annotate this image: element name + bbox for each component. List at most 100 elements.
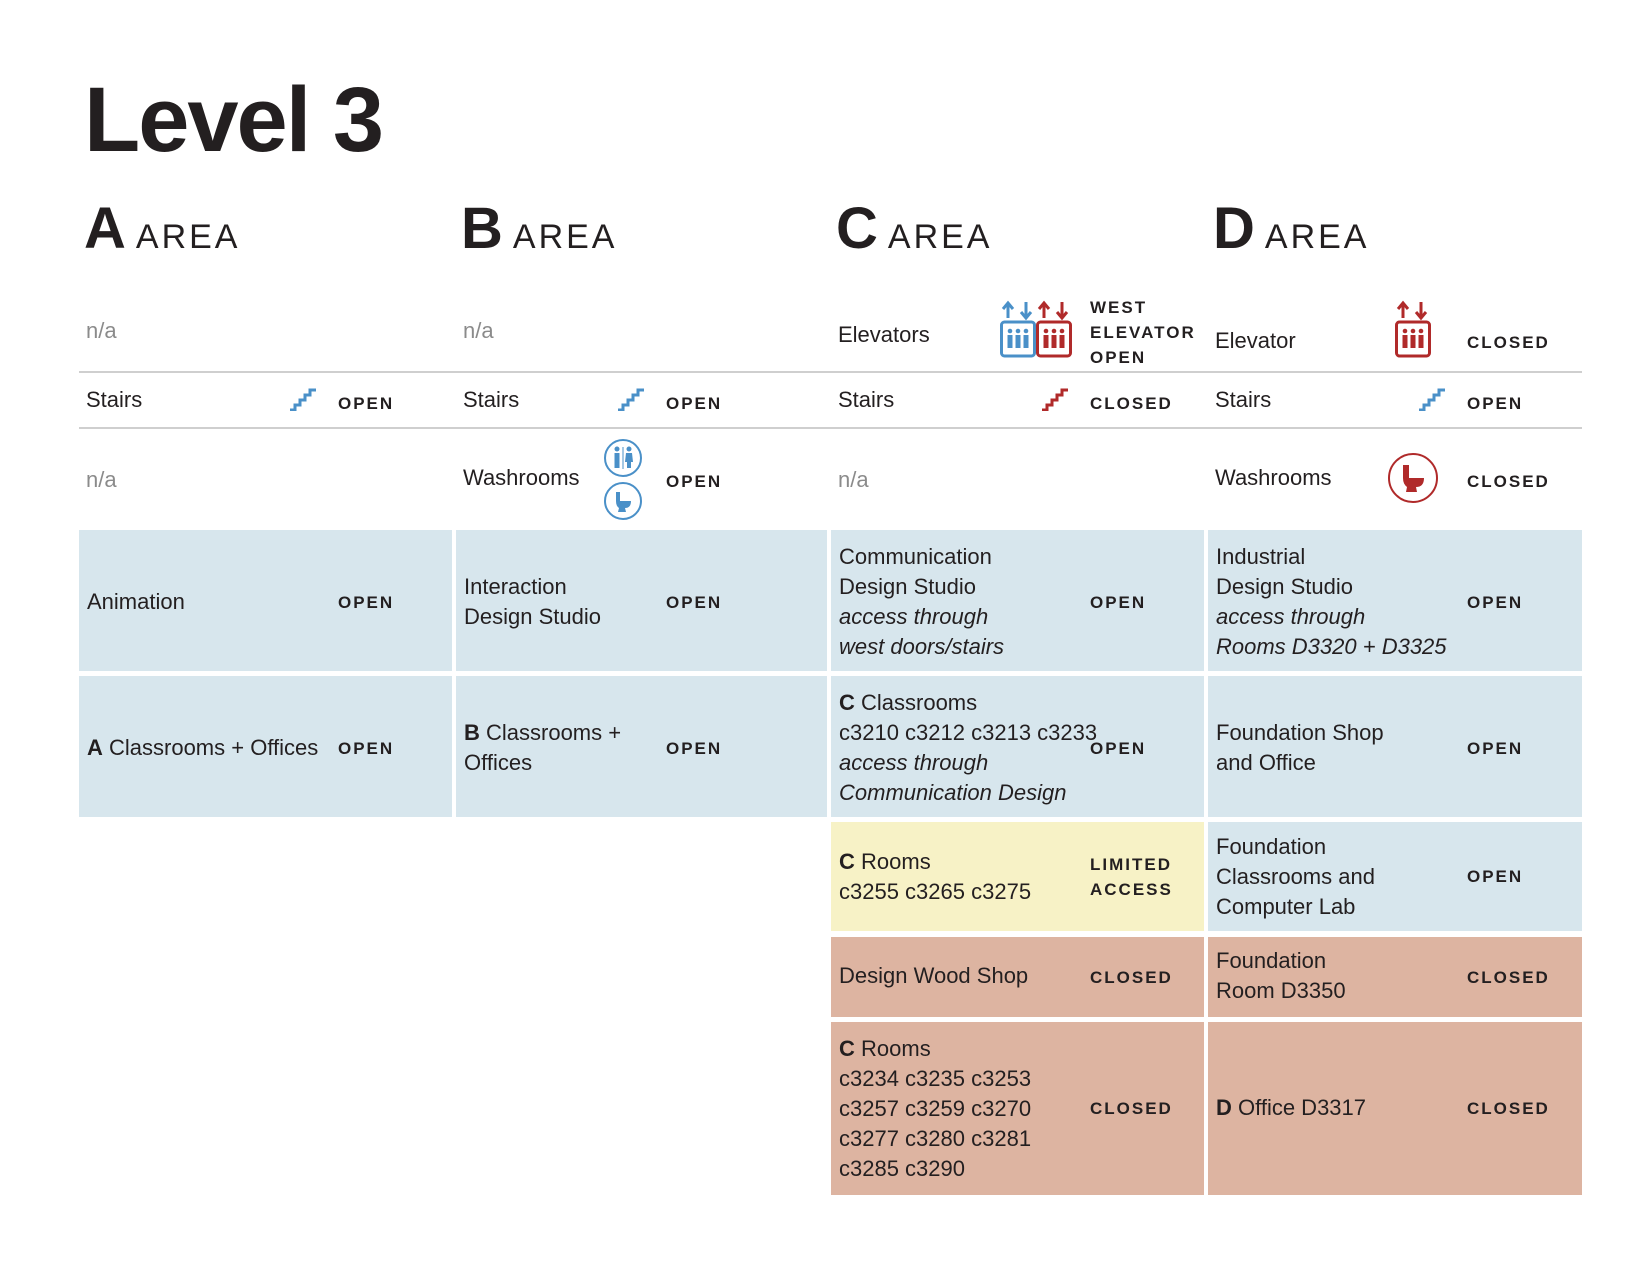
cell-label: Animation bbox=[87, 589, 185, 614]
stairs-closed-icon bbox=[1041, 387, 1069, 416]
cell-line: Design Studio bbox=[1216, 574, 1353, 599]
cell-text: Office D3317 bbox=[1231, 1095, 1367, 1120]
area-d-foundation-room-cell: Foundation Room D3350 CLOSED bbox=[1208, 937, 1582, 1017]
elevator-a-na: n/a bbox=[86, 318, 117, 343]
cell-line: Foundation bbox=[1216, 834, 1327, 859]
toilet-icon bbox=[603, 481, 643, 526]
elevator-open-icon bbox=[1000, 300, 1036, 363]
cell-text: Classrooms + bbox=[479, 720, 622, 745]
stairs-b-status: OPEN bbox=[666, 394, 723, 413]
area-a-classrooms-cell: A Classrooms + Offices OPEN bbox=[79, 676, 452, 817]
area-c-limited-rooms-cell: C Rooms c3255 c3265 c3275 LIMITED ACCESS bbox=[831, 822, 1204, 931]
cell-note: Communication Design bbox=[839, 778, 1097, 808]
cell-status: LIMITED ACCESS bbox=[1090, 852, 1173, 902]
stairs-d-label: Stairs bbox=[1215, 387, 1272, 412]
cell-line: c3285 c3290 bbox=[839, 1156, 965, 1181]
divider bbox=[79, 427, 1582, 429]
washroom-a-na: n/a bbox=[86, 467, 117, 492]
stairs-a-status: OPEN bbox=[338, 394, 395, 413]
cell-line: Classrooms and bbox=[1216, 864, 1375, 889]
cell-label: C Rooms c3234 c3235 c3253 c3257 c3259 c3… bbox=[839, 1034, 1031, 1184]
elevator-d-status: CLOSED bbox=[1467, 333, 1550, 352]
cell-label: Industrial Design Studio access through … bbox=[1216, 542, 1447, 662]
cell-line: Room D3350 bbox=[1216, 978, 1346, 1003]
cell-note-text: access through bbox=[839, 604, 989, 629]
cell-label: A Classrooms + Offices bbox=[87, 733, 318, 763]
cell-line: Communication bbox=[839, 544, 992, 569]
area-d-industrial-cell: Industrial Design Studio access through … bbox=[1208, 530, 1582, 671]
cell-label: Foundation Shop and Office bbox=[1216, 718, 1384, 778]
area-b-classrooms-cell: B Classrooms + Offices OPEN bbox=[456, 676, 827, 817]
stairs-c-status: CLOSED bbox=[1090, 394, 1173, 413]
area-letter: A bbox=[84, 196, 126, 261]
elevator-c-status: WEST ELEVATOR OPEN bbox=[1090, 295, 1196, 370]
cell-status: CLOSED bbox=[1090, 968, 1173, 987]
area-b-heading: B AREA bbox=[461, 200, 617, 258]
cell-line: Design Studio bbox=[464, 604, 601, 629]
area-letter: B bbox=[461, 196, 503, 261]
elevator-d-label: Elevator bbox=[1215, 328, 1296, 353]
area-d-heading: D AREA bbox=[1213, 200, 1369, 258]
area-word: AREA bbox=[512, 218, 618, 256]
area-b-interaction-cell: Interaction Design Studio OPEN bbox=[456, 530, 827, 671]
cell-line: c3277 c3280 c3281 bbox=[839, 1126, 1032, 1151]
area-letter: C bbox=[836, 196, 878, 261]
cell-status: OPEN bbox=[666, 593, 723, 612]
washroom-c-na: n/a bbox=[838, 467, 869, 492]
elevator-closed-icon bbox=[1036, 300, 1072, 363]
area-word: AREA bbox=[887, 218, 993, 256]
cell-label: Foundation Room D3350 bbox=[1216, 946, 1346, 1006]
cell-status: CLOSED bbox=[1467, 968, 1550, 987]
elevator-b-na: n/a bbox=[463, 318, 494, 343]
stairs-open-icon bbox=[617, 387, 645, 416]
status-line: ELEVATOR bbox=[1090, 323, 1196, 342]
cell-label: Interaction Design Studio bbox=[464, 572, 601, 632]
cell-label: Communication Design Studio access throu… bbox=[839, 542, 1004, 662]
area-word: AREA bbox=[1264, 218, 1370, 256]
area-c-heading: C AREA bbox=[836, 200, 992, 258]
area-d-office-cell: D Office D3317 CLOSED bbox=[1208, 1022, 1582, 1195]
area-c-communication-cell: Communication Design Studio access throu… bbox=[831, 530, 1204, 671]
cell-note: access through bbox=[839, 602, 1004, 632]
cell-line: Foundation bbox=[1216, 948, 1327, 973]
cell-status: CLOSED bbox=[1090, 1099, 1173, 1118]
area-letter: D bbox=[1216, 1095, 1232, 1120]
cell-label: D Office D3317 bbox=[1216, 1093, 1366, 1123]
toilet-closed-icon bbox=[1387, 452, 1439, 509]
area-letter: C bbox=[839, 849, 855, 874]
divider bbox=[79, 371, 1582, 373]
area-c-wood-shop-cell: Design Wood Shop CLOSED bbox=[831, 937, 1204, 1017]
status-line: OPEN bbox=[1090, 348, 1147, 367]
status-line: ACCESS bbox=[1090, 880, 1173, 899]
cell-status: CLOSED bbox=[1467, 1099, 1550, 1118]
washroom-d-status: CLOSED bbox=[1467, 472, 1550, 491]
cell-note-text: west doors/stairs bbox=[839, 634, 1005, 659]
area-d-foundation-shop-cell: Foundation Shop and Office OPEN bbox=[1208, 676, 1582, 817]
cell-line: Industrial bbox=[1216, 544, 1306, 569]
cell-status: OPEN bbox=[666, 739, 723, 758]
cell-text: Rooms bbox=[854, 849, 931, 874]
stairs-c-label: Stairs bbox=[838, 387, 895, 412]
cell-label: B Classrooms + Offices bbox=[464, 718, 621, 778]
stairs-a-label: Stairs bbox=[86, 387, 143, 412]
cell-line: Computer Lab bbox=[1216, 894, 1356, 919]
cell-label: Foundation Classrooms and Computer Lab bbox=[1216, 832, 1375, 922]
area-d-foundation-classrooms-cell: Foundation Classrooms and Computer Lab O… bbox=[1208, 822, 1582, 931]
washroom-b-status: OPEN bbox=[666, 472, 723, 491]
stairs-open-icon bbox=[1418, 387, 1446, 416]
cell-line: Offices bbox=[464, 750, 533, 775]
cell-label: C Classrooms c3210 c3212 c3213 c3233 acc… bbox=[839, 688, 1097, 808]
cell-note-text: Communication Design bbox=[839, 780, 1067, 805]
cell-line: c3255 c3265 c3275 bbox=[839, 879, 1032, 904]
cell-note: access through bbox=[839, 748, 1097, 778]
cell-line: c3234 c3235 c3253 bbox=[839, 1066, 1032, 1091]
status-line: LIMITED bbox=[1090, 855, 1172, 874]
washroom-b-label: Washrooms bbox=[463, 465, 580, 490]
status-line: WEST bbox=[1090, 298, 1148, 317]
area-letter: D bbox=[1213, 196, 1255, 261]
area-letter: B bbox=[464, 720, 480, 745]
cell-line: Interaction bbox=[464, 574, 567, 599]
cell-label: Design Wood Shop bbox=[839, 963, 1029, 988]
cell-note-text: access through bbox=[1216, 604, 1366, 629]
cell-status: OPEN bbox=[1090, 739, 1147, 758]
